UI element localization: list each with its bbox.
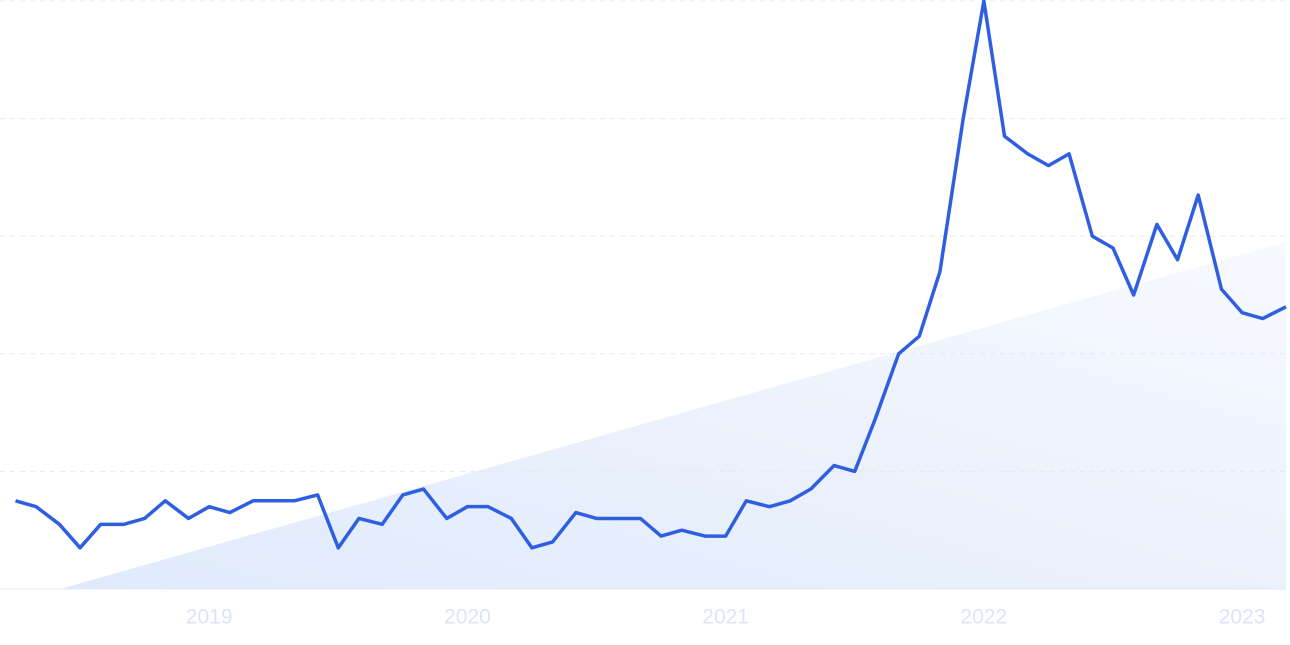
x-tick-label: 2020 — [444, 606, 491, 629]
x-tick-label: 2019 — [186, 606, 233, 629]
x-tick-label: 2023 — [1219, 606, 1266, 629]
line — [15, 0, 1287, 550]
background-trend — [60, 242, 1286, 589]
x-tick-label: 2021 — [702, 606, 749, 629]
x-tick-label: 2022 — [961, 606, 1008, 629]
